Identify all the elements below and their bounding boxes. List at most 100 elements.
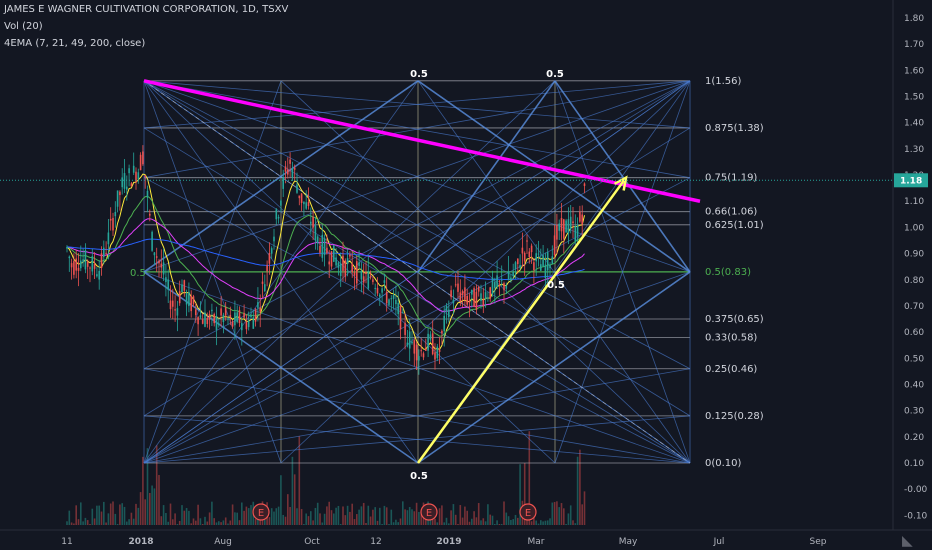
volume-bar bbox=[149, 492, 151, 525]
volume-bar bbox=[280, 475, 282, 525]
candle-body bbox=[519, 265, 521, 268]
candle-body bbox=[208, 314, 211, 320]
candle-body bbox=[346, 258, 349, 265]
candle-body bbox=[494, 282, 496, 288]
price-tick-label: 0.20 bbox=[904, 433, 924, 443]
candle-body bbox=[553, 235, 556, 256]
volume-bar bbox=[392, 522, 395, 525]
volume-bar bbox=[137, 507, 140, 525]
volume-bar bbox=[107, 513, 110, 525]
volume-bar bbox=[418, 511, 420, 525]
symbol-title[interactable]: JAMES E WAGNER CULTIVATION CORPORATION, … bbox=[4, 4, 289, 15]
fib-diamond-line bbox=[417, 80, 691, 273]
candle-body bbox=[238, 310, 241, 324]
candle-body bbox=[471, 289, 473, 295]
time-tick-label: 2019 bbox=[436, 537, 461, 547]
volume-bar bbox=[376, 520, 379, 525]
candle-body bbox=[567, 219, 570, 234]
candle-body bbox=[264, 284, 266, 292]
candle-body bbox=[119, 191, 121, 196]
ema-indicator-label[interactable]: 4EMA (7, 21, 49, 200, close) bbox=[4, 38, 146, 49]
volume-bar bbox=[208, 512, 211, 525]
time-tick-label: 2018 bbox=[128, 537, 153, 547]
fib-level-label: 0.5(0.83) bbox=[705, 267, 751, 278]
fib-level-label: 0.125(0.28) bbox=[705, 411, 764, 422]
candle-body bbox=[549, 264, 551, 269]
candle-body bbox=[293, 167, 296, 170]
candle-body bbox=[153, 252, 156, 256]
grid-half-label: 0.5 bbox=[410, 471, 428, 482]
candle-body bbox=[533, 262, 535, 270]
volume-bar bbox=[116, 524, 119, 525]
candle-body bbox=[126, 186, 128, 190]
current-price-value: 1.18 bbox=[900, 176, 922, 186]
volume-bar bbox=[132, 518, 135, 525]
volume-bar bbox=[270, 508, 273, 525]
volume-bar bbox=[333, 513, 335, 525]
volume-bar bbox=[109, 503, 112, 525]
candle-body bbox=[199, 315, 202, 318]
candle-body bbox=[91, 256, 94, 272]
volume-bar bbox=[556, 501, 558, 525]
candle-body bbox=[80, 260, 82, 269]
candle-body bbox=[402, 312, 404, 314]
volume-bar bbox=[321, 522, 324, 525]
volume-bar bbox=[560, 503, 563, 525]
volume-bar bbox=[549, 518, 551, 525]
volume-bar bbox=[450, 510, 452, 525]
time-tick-label: Aug bbox=[214, 537, 232, 547]
volume-bar bbox=[89, 524, 91, 525]
volume-bar bbox=[353, 519, 356, 525]
fib-fan-ray bbox=[280, 80, 691, 464]
candle-body bbox=[289, 159, 291, 164]
candle-body bbox=[162, 262, 165, 275]
candle-body bbox=[461, 291, 464, 296]
candle-body bbox=[231, 321, 234, 327]
volume-bar bbox=[218, 521, 220, 525]
candle-body bbox=[381, 288, 383, 293]
time-axis: 11 2018 Aug Oct 12 2019 Mar May Jul Sep ◣ bbox=[0, 529, 932, 549]
volume-bar bbox=[339, 524, 342, 525]
candle-body bbox=[333, 245, 335, 262]
volume-bar bbox=[367, 505, 370, 525]
candle-body bbox=[459, 292, 462, 302]
price-tick-label: 1.50 bbox=[904, 93, 924, 103]
fib-fan-ray bbox=[143, 177, 691, 464]
candle-body bbox=[307, 202, 310, 206]
fib-level-label: 0.375(0.65) bbox=[705, 314, 764, 325]
candle-body bbox=[565, 220, 567, 233]
volume-bar bbox=[514, 514, 517, 525]
volume-bar bbox=[305, 513, 307, 525]
volume-bar bbox=[236, 512, 238, 525]
volume-bar bbox=[464, 506, 466, 525]
candle-body bbox=[282, 177, 284, 189]
candle-body bbox=[512, 271, 514, 277]
candle-body bbox=[213, 313, 215, 324]
volume-bar bbox=[374, 507, 376, 525]
candle-body bbox=[243, 312, 245, 318]
candle-body bbox=[473, 288, 475, 307]
candle-body bbox=[123, 173, 126, 189]
fib-fan-ray bbox=[143, 127, 691, 464]
volume-bar bbox=[167, 521, 169, 525]
volume-bar bbox=[197, 504, 199, 525]
ema-21-line bbox=[66, 195, 585, 337]
candle-body bbox=[206, 317, 209, 325]
volume-bar bbox=[429, 520, 432, 525]
candle-body bbox=[397, 302, 399, 315]
time-tick-label: Mar bbox=[528, 537, 545, 547]
volume-bar bbox=[174, 513, 176, 525]
earnings-badge-icon bbox=[519, 503, 537, 521]
fib-diamond-line bbox=[554, 80, 691, 273]
price-tick-label: 0.70 bbox=[904, 302, 924, 312]
candle-body bbox=[362, 276, 365, 283]
volume-bar bbox=[204, 516, 206, 525]
candle-body bbox=[540, 264, 542, 271]
ema-200-line bbox=[66, 238, 585, 280]
price-tick-label: 0.90 bbox=[904, 250, 924, 260]
volume-bar bbox=[330, 510, 333, 525]
volume-bar bbox=[188, 510, 190, 525]
volume-indicator-label[interactable]: Vol (20) bbox=[4, 21, 43, 32]
candle-body bbox=[310, 221, 312, 224]
